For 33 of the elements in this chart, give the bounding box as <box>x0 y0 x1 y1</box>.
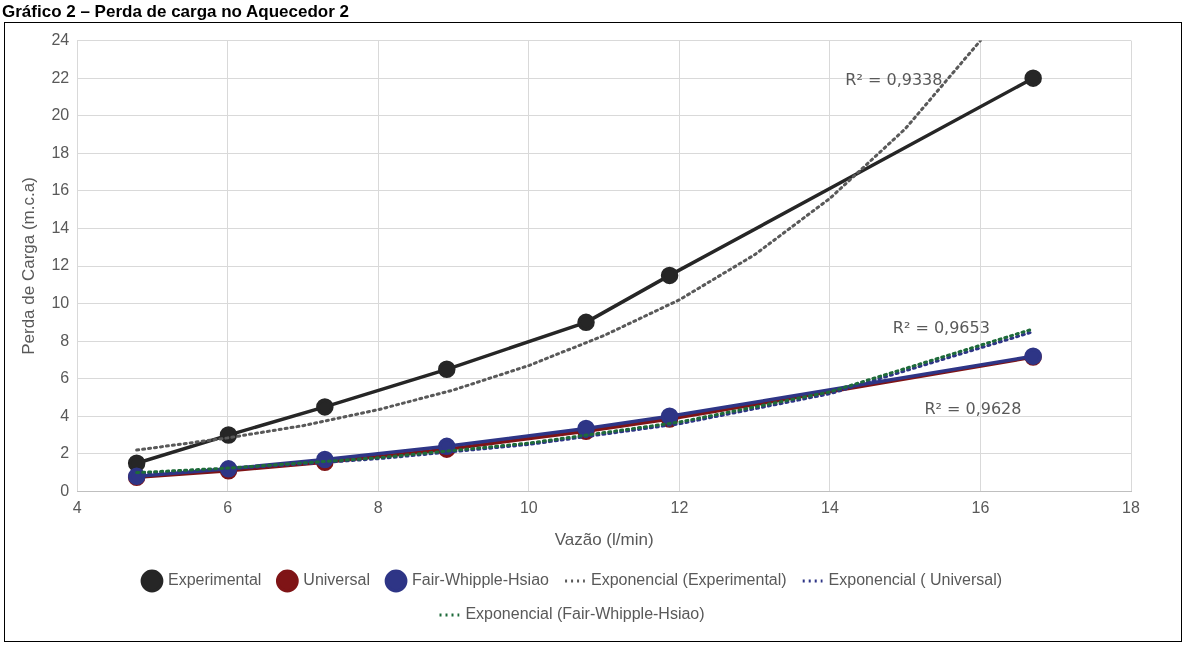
legend-label: Exponencial (Fair-Whipple-Hsiao) <box>465 605 705 623</box>
y-tick-label: 6 <box>60 369 70 387</box>
chart-title: Gráfico 2 – Perda de carga no Aquecedor 2 <box>1 1 351 22</box>
x-tick-label: 6 <box>223 499 233 517</box>
legend-label: Exponencial (Experimental) <box>590 571 787 589</box>
y-tick-label: 4 <box>60 406 70 424</box>
y-tick-label: 18 <box>51 143 70 161</box>
y-axis-title: Perda de Carga (m.c.a) <box>18 177 38 355</box>
legend-label: Fair-Whipple-Hsiao <box>412 571 550 589</box>
y-tick-label: 22 <box>51 68 70 86</box>
y-tick-label: 0 <box>60 481 70 499</box>
y-tick-label: 2 <box>60 444 70 462</box>
legend-label: Universal <box>303 571 371 589</box>
x-tick-label: 16 <box>971 499 990 517</box>
annotation: R² = 0,9653 <box>892 318 990 338</box>
x-tick-label: 4 <box>72 499 82 517</box>
y-tick-label: 24 <box>51 31 70 49</box>
legend-label: Experimental <box>167 571 262 589</box>
x-tick-label: 18 <box>1122 499 1140 517</box>
y-tick-label: 8 <box>60 331 70 349</box>
x-tick-label: 12 <box>670 499 689 517</box>
y-tick-label: 16 <box>51 181 70 199</box>
x-tick-label: 10 <box>519 499 538 517</box>
x-tick-label: 14 <box>821 499 839 517</box>
y-tick-label: 14 <box>51 218 70 236</box>
y-tick-label: 20 <box>51 106 70 124</box>
legend-label: Exponencial ( Universal) <box>828 571 1003 589</box>
x-axis-title: Vazão (l/min) <box>554 530 654 550</box>
annotation: R² = 0,9628 <box>924 399 1022 419</box>
annotation: R² = 0,9338 <box>845 70 943 90</box>
y-tick-label: 10 <box>51 293 70 311</box>
y-tick-label: 12 <box>51 256 70 274</box>
x-tick-label: 8 <box>373 499 383 517</box>
